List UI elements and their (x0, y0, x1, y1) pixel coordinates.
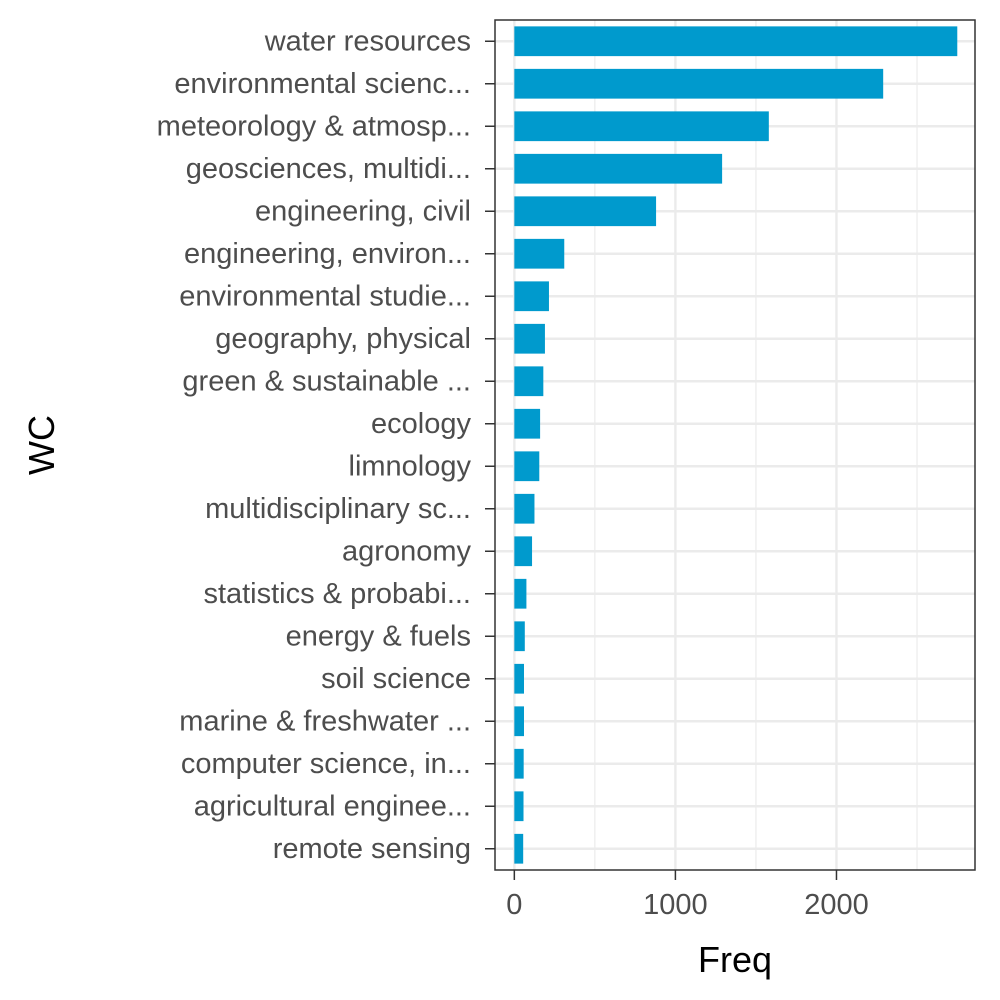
bar (514, 153, 723, 184)
bar (514, 536, 533, 567)
panel-border (494, 19, 976, 871)
y-tick-label: engineering, environ... (184, 238, 471, 270)
bar (514, 26, 958, 57)
y-tick-label: geography, physical (215, 323, 471, 355)
y-tick-label: marine & freshwater ... (179, 705, 471, 737)
bar (514, 833, 524, 864)
y-tick-label: water resources (264, 25, 471, 57)
bar (514, 196, 657, 227)
y-tick-label: remote sensing (273, 833, 471, 865)
y-axis-title: WC (21, 415, 62, 475)
y-tick-label: energy & fuels (286, 620, 471, 652)
y-axis: water resources environmental scienc... me… (157, 25, 495, 865)
bar (514, 323, 545, 354)
bar (514, 706, 524, 737)
y-tick-label: meteorology & atmosp... (157, 110, 471, 142)
x-tick-label: 0 (506, 889, 522, 921)
y-tick-label: ecology (371, 408, 471, 440)
y-tick-label: environmental scienc... (174, 68, 471, 100)
bar (514, 408, 541, 439)
y-tick-label: statistics & probabi... (203, 578, 471, 610)
y-tick-label: environmental studie... (179, 280, 471, 312)
bar (514, 578, 527, 609)
bar (514, 238, 565, 269)
y-tick-label: engineering, civil (255, 195, 471, 227)
panel-background (495, 20, 975, 870)
x-axis-title: Freq (698, 939, 772, 980)
grid-lines (495, 20, 975, 870)
bar (514, 621, 525, 652)
bar (514, 111, 769, 142)
x-tick-label: 2000 (804, 889, 869, 921)
bars (514, 26, 958, 864)
bar (514, 451, 540, 482)
y-tick-label: green & sustainable ... (182, 365, 471, 397)
y-tick-label: soil science (321, 663, 471, 695)
bar (514, 493, 535, 524)
y-tick-label: computer science, in... (181, 748, 471, 780)
y-tick-label: multidisciplinary sc... (205, 493, 471, 525)
y-tick-label: geosciences, multidi... (186, 153, 471, 185)
bar (514, 663, 524, 694)
y-tick-label: agricultural enginee... (194, 790, 471, 822)
bar (514, 281, 549, 312)
y-tick-label: limnology (349, 450, 472, 482)
bar (514, 791, 524, 822)
bar (514, 68, 884, 99)
x-tick-label: 1000 (643, 889, 708, 921)
bar (514, 366, 544, 397)
bar (514, 748, 524, 779)
y-tick-label: agronomy (342, 535, 471, 567)
x-axis: 0 1000 2000 (506, 870, 869, 921)
